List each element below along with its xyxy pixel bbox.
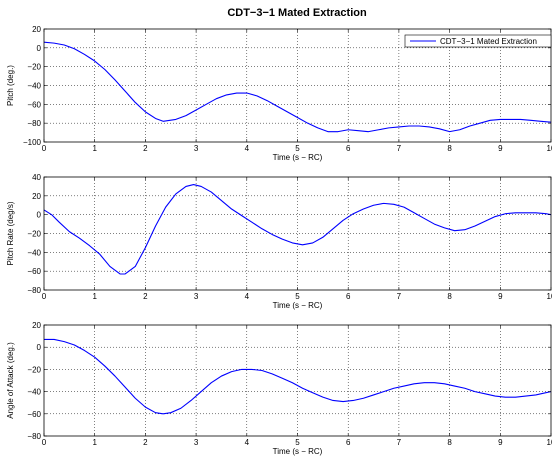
x-tick-label: 2 [143, 144, 148, 153]
y-tick-label: −20 [27, 230, 41, 239]
x-tick-label: 1 [92, 292, 97, 301]
y-tick-label: 20 [32, 192, 41, 201]
x-tick-label: 3 [194, 292, 199, 301]
x-axis-label: Time (s − RC) [273, 447, 323, 456]
y-tick-label: −80 [27, 286, 41, 295]
series-line-1 [43, 183, 552, 275]
y-tick-label: −60 [27, 267, 41, 276]
subplot-1: 0 1 2 3 4 5 6 7 8 9 10 −100 −80 −60 −40 −20 0 20 Time (s −… [6, 25, 552, 162]
y-tick-label: −100 [23, 138, 42, 147]
subplot-3: 0 1 2 3 4 5 6 7 8 9 10 −80 −60 −40 −20 0 20 Time (s − RC)… [6, 321, 552, 456]
x-tick-label: 8 [447, 292, 452, 301]
y-tick-label: 0 [37, 44, 42, 53]
x-tick-label: 5 [295, 438, 300, 447]
y-tick-label: −40 [27, 248, 41, 257]
x-tick-label: 9 [498, 144, 503, 153]
x-tick-label: 6 [346, 292, 351, 301]
x-tick-label: 10 [547, 438, 552, 447]
y-tick-label: −40 [27, 388, 41, 397]
y-tick-label: 0 [37, 343, 42, 352]
x-tick-label: 7 [397, 438, 402, 447]
x-tick-label: 5 [295, 144, 300, 153]
y-axis-label: Angle of Attack (deg.) [6, 342, 15, 419]
x-axis-label: Time (s − RC) [273, 153, 323, 162]
x-tick-label: 9 [498, 292, 503, 301]
x-tick-label: 0 [42, 292, 47, 301]
x-tick-label: 8 [447, 438, 452, 447]
y-tick-label: −80 [27, 432, 41, 441]
x-tick-label: 0 [42, 438, 47, 447]
y-tick-label: −80 [27, 119, 41, 128]
legend-label: CDT−3−1 Mated Extraction [440, 37, 537, 46]
y-axis-label: Pitch Rate (deg/s) [6, 201, 15, 265]
y-tick-label: −60 [27, 100, 41, 109]
subplot-2: 0 1 2 3 4 5 6 7 8 9 10 −80 −60 −40 −20 0 20 40 Time (s − R… [6, 173, 552, 310]
x-tick-label: 0 [42, 144, 47, 153]
x-tick-label: 4 [245, 292, 250, 301]
series-line-1 [44, 338, 552, 415]
y-tick-label: −20 [27, 63, 41, 72]
x-tick-label: 2 [143, 292, 148, 301]
x-tick-label: 4 [245, 438, 250, 447]
legend: CDT−3−1 Mated Extraction [404, 34, 552, 48]
y-axis-label: Pitch (deg.) [6, 65, 15, 106]
y-tick-label: 40 [32, 173, 41, 182]
x-tick-label: 8 [447, 144, 452, 153]
x-tick-label: 1 [92, 144, 97, 153]
axes-frame [43, 324, 552, 437]
y-tick-label: −20 [27, 365, 41, 374]
y-tick-label: 0 [37, 211, 42, 220]
x-tick-label: 10 [547, 292, 552, 301]
figure-title: CDT−3−1 Mated Extraction [227, 7, 367, 19]
x-tick-label: 2 [143, 438, 148, 447]
x-tick-label: 6 [346, 438, 351, 447]
x-tick-label: 7 [397, 292, 402, 301]
x-tick-label: 3 [194, 144, 199, 153]
series-line-1 [43, 41, 552, 133]
x-tick-label: 1 [92, 438, 97, 447]
x-tick-label: 4 [245, 144, 250, 153]
y-tick-label: 20 [32, 321, 41, 330]
x-tick-label: 10 [547, 144, 552, 153]
y-tick-label: −60 [27, 410, 41, 419]
x-tick-label: 3 [194, 438, 199, 447]
y-tick-label: 20 [32, 25, 41, 34]
x-tick-label: 9 [498, 438, 503, 447]
x-tick-label: 5 [295, 292, 300, 301]
y-tick-label: −40 [27, 82, 41, 91]
legend-box [404, 34, 552, 48]
x-axis-label: Time (s − RC) [273, 301, 323, 310]
x-tick-label: 7 [397, 144, 402, 153]
x-tick-label: 6 [346, 144, 351, 153]
